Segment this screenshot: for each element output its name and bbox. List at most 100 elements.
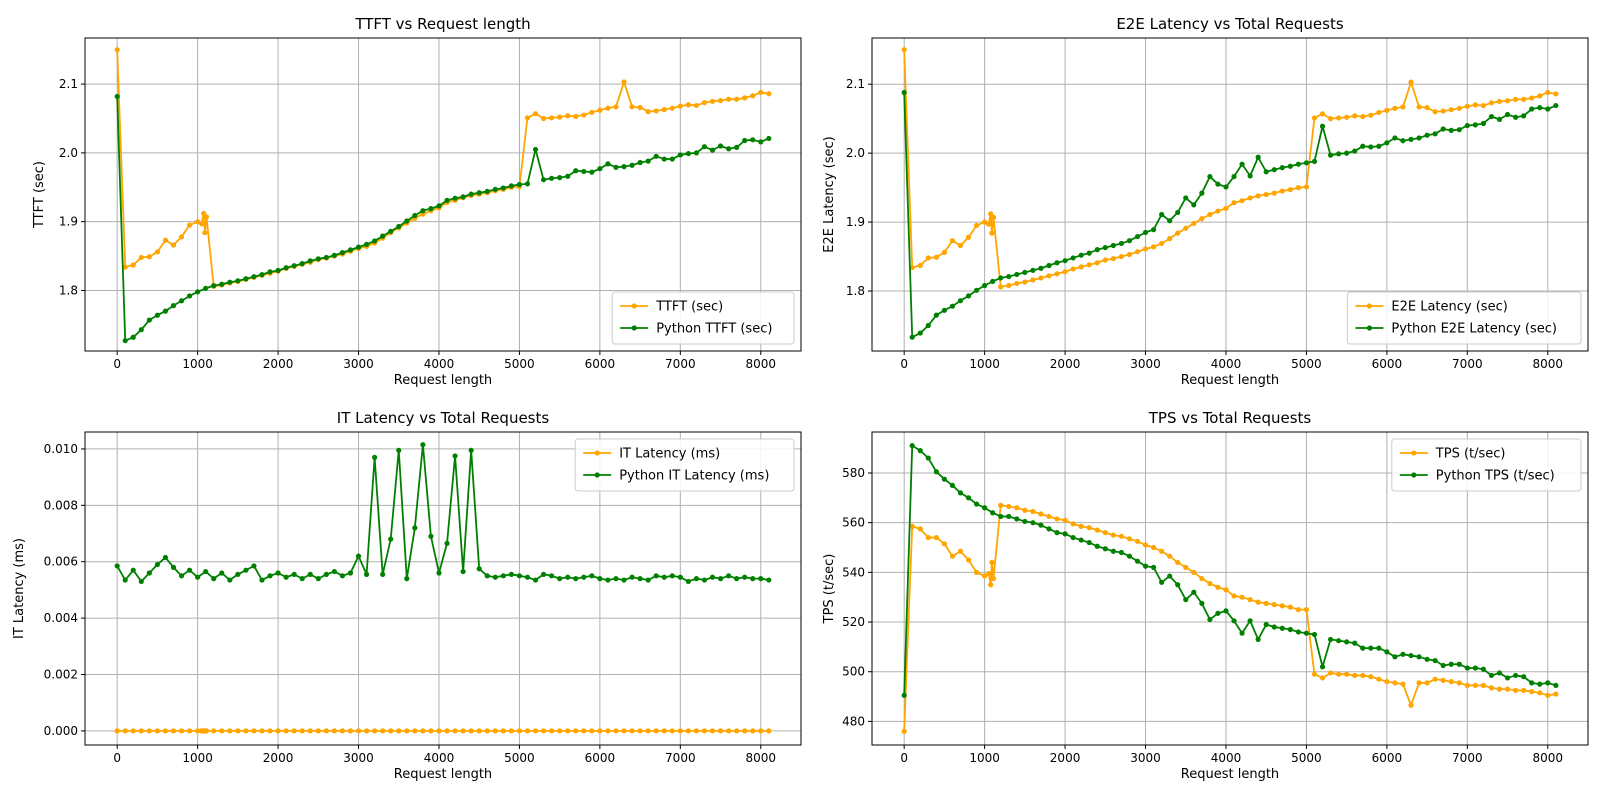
data-point <box>315 256 321 262</box>
data-point <box>275 728 281 734</box>
legend-label: Python IT Latency (ms) <box>619 469 769 484</box>
data-point <box>637 728 643 734</box>
data-point <box>589 573 595 579</box>
data-point <box>1150 244 1157 250</box>
data-point <box>243 728 249 734</box>
data-point <box>1046 513 1052 520</box>
data-point <box>1327 116 1334 122</box>
data-point <box>1287 604 1293 610</box>
data-point <box>597 166 603 172</box>
data-point <box>581 112 587 118</box>
data-point <box>1118 240 1124 247</box>
data-point <box>742 574 748 580</box>
data-point <box>1279 625 1285 631</box>
data-point <box>685 578 691 585</box>
data-point <box>677 103 683 109</box>
data-point <box>573 576 579 582</box>
data-point <box>444 540 450 546</box>
y-tick-label: 0.010 <box>44 442 78 456</box>
data-point <box>154 561 160 568</box>
y-tick-label: 520 <box>842 615 865 629</box>
y-tick-label: 2.0 <box>59 146 78 160</box>
series-python <box>901 443 1559 698</box>
data-point <box>925 255 931 261</box>
data-point <box>1319 111 1326 117</box>
data-point <box>986 571 992 577</box>
data-point <box>1480 682 1487 688</box>
data-point <box>1030 267 1036 273</box>
data-point <box>347 247 354 253</box>
data-point <box>1496 670 1503 676</box>
data-point <box>742 728 748 734</box>
data-point <box>1126 238 1133 244</box>
x-tick-label: 8000 <box>1533 357 1564 371</box>
data-point <box>549 728 555 734</box>
data-point <box>957 298 964 304</box>
data-point <box>307 728 313 734</box>
data-point <box>1279 165 1285 171</box>
x-tick-label: 5000 <box>1291 357 1322 371</box>
data-point <box>1344 150 1350 156</box>
x-tick-label: 7000 <box>665 751 696 765</box>
data-point <box>1408 652 1414 659</box>
data-point <box>1504 686 1511 692</box>
data-point <box>581 168 587 175</box>
data-point <box>211 576 217 582</box>
data-point <box>717 728 724 734</box>
data-point <box>146 317 152 323</box>
data-point <box>685 150 691 157</box>
x-tick-label: 8000 <box>746 751 777 765</box>
data-point <box>973 287 980 293</box>
data-point <box>1271 167 1277 173</box>
data-point <box>1432 109 1438 115</box>
data-point <box>170 242 177 248</box>
data-point <box>1062 258 1068 264</box>
x-tick-label: 4000 <box>424 751 455 765</box>
data-point <box>170 303 177 309</box>
data-point <box>1142 542 1149 548</box>
data-point <box>235 728 241 734</box>
data-point <box>532 111 539 117</box>
data-point <box>734 728 740 734</box>
data-point <box>1537 105 1543 111</box>
data-point <box>1239 630 1245 636</box>
data-point <box>170 564 177 570</box>
series-line <box>903 444 1557 696</box>
data-point <box>363 571 370 578</box>
data-point <box>605 161 611 167</box>
data-point <box>613 164 619 170</box>
data-point <box>1311 671 1318 677</box>
legend-marker <box>594 450 600 456</box>
x-tick-label: 8000 <box>1533 751 1564 765</box>
data-point <box>1022 269 1028 276</box>
data-point <box>1311 158 1318 165</box>
legend-marker <box>631 325 637 331</box>
data-point <box>500 573 506 579</box>
data-point <box>404 576 410 582</box>
data-point <box>484 188 490 194</box>
legend-label: TPS (t/sec) <box>1435 447 1506 462</box>
data-point <box>645 109 651 115</box>
data-point <box>1191 589 1197 595</box>
x-tick-label: 3000 <box>1130 357 1161 371</box>
data-point <box>709 98 716 104</box>
x-tick-label: 2000 <box>1050 751 1081 765</box>
x-tick-label: 5000 <box>1291 751 1322 765</box>
x-tick-label: 3000 <box>343 751 374 765</box>
data-point <box>211 728 217 734</box>
data-point <box>653 728 659 734</box>
data-point <box>243 276 249 282</box>
data-point <box>1496 686 1503 692</box>
y-tick-label: 0.004 <box>44 611 78 625</box>
data-point <box>645 577 651 583</box>
data-point <box>484 573 490 579</box>
data-point <box>315 728 321 734</box>
data-point <box>1336 671 1342 677</box>
data-point <box>917 448 923 454</box>
data-point <box>1376 143 1382 149</box>
data-point <box>1062 269 1068 275</box>
data-point <box>1118 533 1124 539</box>
data-point <box>154 312 160 318</box>
data-point <box>178 234 185 240</box>
data-point <box>1384 140 1390 146</box>
